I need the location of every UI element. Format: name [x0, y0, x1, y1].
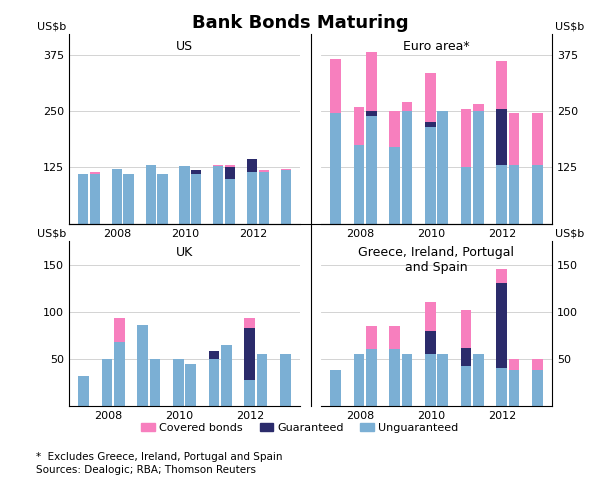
Bar	[509, 359, 520, 370]
Bar	[389, 111, 400, 147]
Bar	[473, 111, 484, 224]
Bar	[221, 345, 232, 406]
Bar	[496, 109, 507, 165]
Bar	[425, 73, 436, 123]
Text: US: US	[176, 40, 193, 53]
Bar	[353, 354, 364, 406]
Bar	[496, 368, 507, 406]
Bar	[331, 370, 341, 406]
Bar	[425, 302, 436, 331]
Bar	[259, 170, 269, 172]
Bar	[331, 113, 341, 224]
Text: US$b: US$b	[37, 22, 66, 32]
Bar	[137, 325, 148, 406]
Bar	[461, 310, 472, 347]
Bar	[209, 351, 220, 359]
Bar	[191, 174, 202, 224]
Bar	[173, 359, 184, 406]
Bar	[401, 111, 412, 224]
Bar	[149, 359, 160, 406]
Bar	[461, 167, 472, 224]
Bar	[89, 172, 100, 174]
Bar	[185, 364, 196, 406]
Bar	[366, 349, 377, 406]
Legend: Covered bonds, Guaranteed, Unguaranteed: Covered bonds, Guaranteed, Unguaranteed	[137, 418, 463, 437]
Bar	[213, 166, 223, 224]
Bar	[437, 111, 448, 224]
Bar	[473, 354, 484, 406]
Bar	[353, 107, 364, 145]
Bar	[79, 376, 89, 406]
Bar	[353, 145, 364, 224]
Bar	[389, 326, 400, 349]
Bar	[331, 59, 341, 113]
Bar	[89, 174, 100, 224]
Text: Sources: Dealogic; RBA; Thomson Reuters: Sources: Dealogic; RBA; Thomson Reuters	[36, 465, 256, 475]
Bar	[509, 113, 520, 165]
Text: Bank Bonds Maturing: Bank Bonds Maturing	[191, 14, 409, 32]
Bar	[389, 147, 400, 224]
Bar	[509, 370, 520, 406]
Bar	[366, 326, 377, 349]
Bar	[532, 113, 542, 165]
Bar	[257, 354, 268, 406]
Bar	[247, 172, 257, 224]
Text: *  Excludes Greece, Ireland, Portugal and Spain: * Excludes Greece, Ireland, Portugal and…	[36, 452, 283, 461]
Bar	[244, 318, 255, 328]
Bar	[114, 342, 125, 406]
Bar	[366, 111, 377, 116]
Text: US$b: US$b	[555, 22, 584, 32]
Bar	[225, 167, 235, 179]
Bar	[259, 172, 269, 224]
Bar	[425, 354, 436, 406]
Bar	[389, 349, 400, 406]
Bar	[509, 165, 520, 224]
Bar	[247, 159, 257, 172]
Bar	[280, 354, 290, 406]
Bar	[425, 123, 436, 127]
Bar	[461, 347, 472, 367]
Bar	[473, 104, 484, 111]
Text: US$b: US$b	[555, 229, 584, 239]
Bar	[101, 359, 112, 406]
Bar	[112, 169, 122, 224]
Bar	[213, 165, 223, 166]
Bar	[437, 354, 448, 406]
Bar	[461, 109, 472, 167]
Bar	[114, 318, 125, 342]
Bar	[179, 166, 190, 224]
Bar	[281, 169, 291, 170]
Bar	[496, 283, 507, 368]
Bar	[191, 170, 202, 174]
Bar	[244, 328, 255, 379]
Bar	[496, 62, 507, 109]
Bar	[225, 179, 235, 224]
Bar	[244, 379, 255, 406]
Bar	[209, 359, 220, 406]
Bar	[532, 370, 542, 406]
Text: US$b: US$b	[37, 229, 66, 239]
Bar	[425, 127, 436, 224]
Bar	[496, 165, 507, 224]
Text: Greece, Ireland, Portugal
and Spain: Greece, Ireland, Portugal and Spain	[359, 246, 515, 274]
Bar	[78, 174, 88, 224]
Bar	[401, 102, 412, 111]
Bar	[496, 269, 507, 283]
Bar	[124, 174, 134, 224]
Text: Euro area*: Euro area*	[403, 40, 470, 53]
Bar	[532, 359, 542, 370]
Bar	[425, 331, 436, 354]
Bar	[401, 354, 412, 406]
Bar	[225, 165, 235, 167]
Bar	[461, 367, 472, 406]
Text: UK: UK	[176, 246, 193, 259]
Bar	[366, 116, 377, 224]
Bar	[366, 53, 377, 111]
Bar	[157, 174, 167, 224]
Bar	[146, 165, 156, 224]
Bar	[281, 170, 291, 224]
Bar	[532, 165, 542, 224]
